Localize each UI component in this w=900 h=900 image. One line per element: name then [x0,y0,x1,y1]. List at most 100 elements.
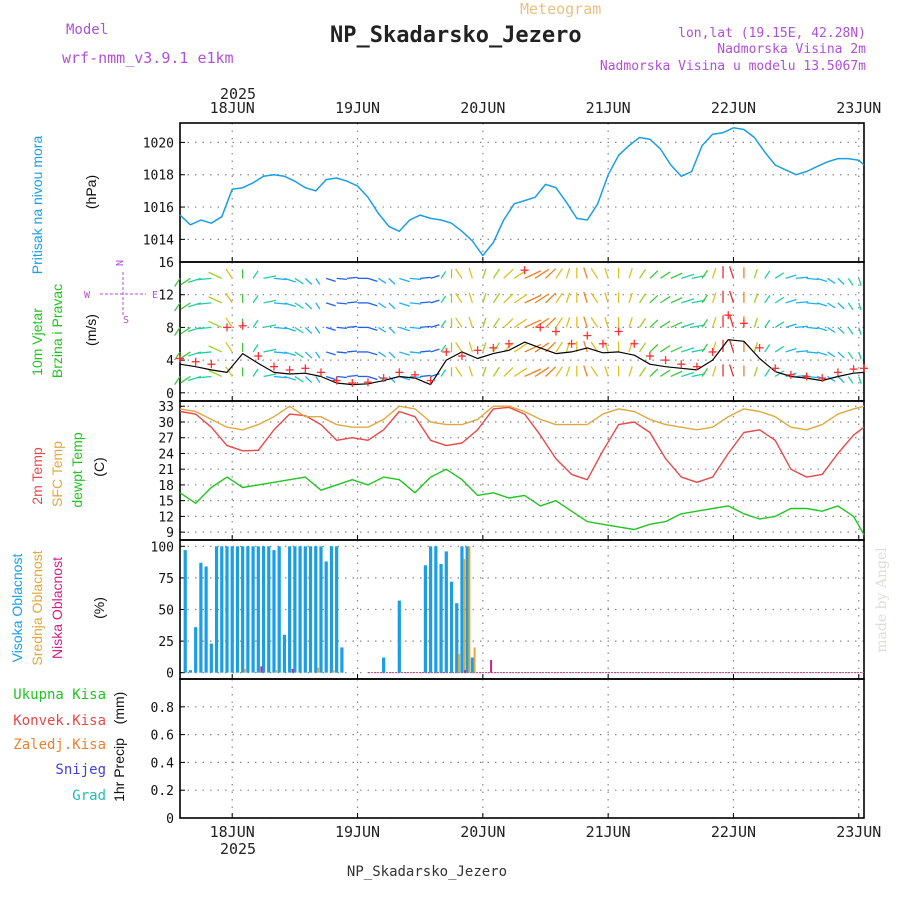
wind-arrow [524,368,542,378]
high-cloud-bar [246,546,250,673]
wind-arrow [482,293,487,304]
high-cloud-bar [314,546,318,673]
wind-arrow [440,271,447,279]
wind-arrow [252,368,259,377]
y-tick-label: 16 [158,256,174,271]
wind-arrow [455,366,463,377]
wind-arrow [409,277,422,281]
wind-arrow [409,351,422,354]
wind-arrow [399,277,411,283]
top-day-label: 23JUN [836,99,881,117]
high-cloud-bar [324,561,328,673]
sfc-temp-line [179,405,865,431]
y-tick-label: 25 [158,635,174,650]
wind-legend-s: S [123,315,129,326]
wind-arrow [604,292,609,304]
wind-arrow [555,341,563,353]
wind-arrow [367,375,378,381]
wind-arrow [583,267,588,279]
high-cloud-bar [230,546,234,673]
wind-arrow [263,299,277,304]
wind-arrow [326,351,336,356]
wind-arrow [649,294,659,304]
wind-arrow [534,293,550,304]
elevation-label: Nadmorska Visina 2m [717,42,866,57]
wind-arrow [534,317,550,328]
high-cloud-bar [214,546,219,673]
wind-arrow [681,298,695,304]
wind-arrow [326,277,336,282]
gust-marker [348,379,357,388]
wind-arrow [753,317,758,328]
gust-marker [504,339,513,348]
gust-marker [395,368,404,377]
wind-arrow [430,348,440,353]
wind-legend-n: N [115,260,126,266]
wind-arrow [660,344,671,353]
precip-ylabel: 1hr Precip [111,738,127,802]
wind-arrow [858,278,862,286]
high-cloud-bar [429,546,433,673]
wind-arrow [670,297,683,304]
wind-arrow [847,351,854,360]
wind-arrow [430,274,440,279]
wind-arrow [409,302,422,305]
wind-arrow [399,351,411,356]
gust-marker [677,360,686,369]
y-tick-label: 8 [166,321,174,336]
wind-arrow [681,273,695,279]
temp-unit: (C) [91,457,107,476]
gust-marker [473,346,482,355]
wind-arrow [225,268,233,279]
wind-arrow [565,267,571,279]
wind-arrow [545,366,557,377]
wind-arrow [263,348,277,353]
dewpt-ylabel: dewpt Temp [69,432,85,507]
wind-arrow [197,277,212,281]
top-day-label: 18JUN [210,99,255,117]
wind-arrow [197,375,212,379]
wind-arrow [711,292,717,304]
y-tick-label: 50 [158,604,174,619]
wind-arrow [565,292,571,304]
wind-arrow [638,317,647,328]
high-cloud-bar [209,643,213,673]
wind-arrow [455,268,463,279]
wind-arrow [336,302,347,305]
gust-marker [489,343,498,352]
wind-arrow [753,366,758,377]
wind-arrow [711,316,717,328]
panel-frame [179,122,865,263]
wind-arrow [294,277,304,285]
pressure-line [179,127,865,257]
wind-arrow [503,367,514,377]
gust-marker [285,365,294,374]
wind-arrow [420,374,431,378]
high-cloud-bar [256,546,260,673]
cloud-panel: 0 25 50 75 100 [151,539,865,682]
wind-arrow [701,367,709,377]
bottom-day-labels: 18JUN 19JUN 20JUN 21JUN 22JUN 23JUN [210,823,882,841]
wind-arrow [555,292,563,304]
gust-marker [818,374,827,383]
mid-cloud-bar [457,653,460,673]
wind-arrow [273,351,287,354]
pressure-panel: 1014 1016 1018 1020 [143,122,865,263]
wind-arrow [294,375,304,383]
top-day-label: 21JUN [586,99,631,117]
wind-arrow [180,326,191,335]
wind-arrow [590,267,599,279]
gust-marker [661,356,670,365]
low-cloud-bar [260,666,263,673]
precip-legend-convective: Konvek.Kisa [13,713,106,729]
y-tick-label: 24 [158,447,174,462]
wind-arrow [565,366,571,377]
wind-arrow [628,366,633,377]
wind-arrow [681,322,695,329]
gust-marker [786,370,795,379]
wind-arrow [764,344,771,353]
gust-marker [567,339,576,348]
wind-arrow [806,351,819,354]
gust-marker [363,378,372,387]
